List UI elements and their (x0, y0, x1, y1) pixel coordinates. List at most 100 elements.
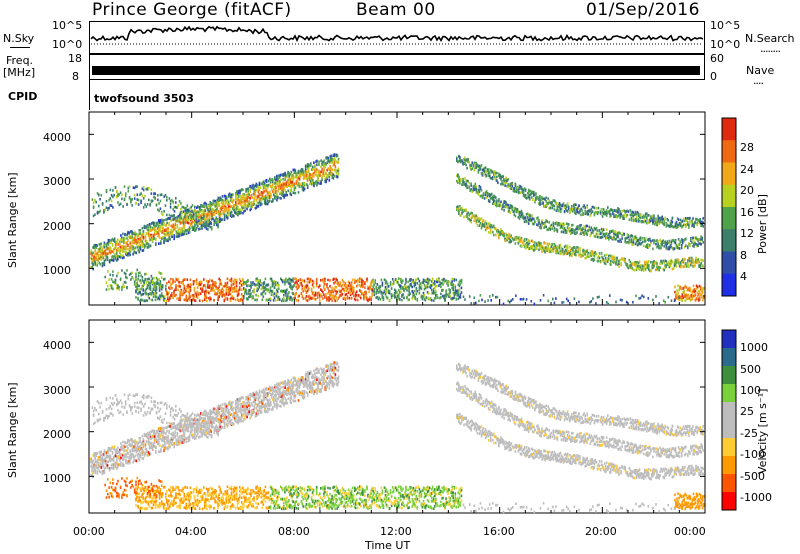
velocity-cell (227, 498, 230, 501)
power-cell (306, 186, 309, 189)
power-cell (141, 298, 143, 302)
power-cell (123, 237, 125, 240)
velocity-cell (151, 407, 154, 411)
power-cell (147, 230, 150, 234)
power-cell (196, 213, 198, 217)
velocity-cell (221, 502, 223, 506)
velocity-cell (304, 372, 307, 376)
power-cell (301, 188, 304, 191)
velocity-cell (300, 393, 303, 396)
velocity-cell (169, 439, 171, 442)
velocity-cell (270, 387, 272, 390)
velocity-cell (204, 498, 206, 502)
velocity-cell (265, 386, 268, 390)
power-cell (307, 167, 310, 170)
velocity-cell (322, 381, 324, 385)
velocity-cell (257, 403, 260, 407)
power-cell (209, 225, 212, 229)
power-cell (236, 194, 238, 197)
velocity-cell (303, 395, 306, 399)
power-cell (166, 221, 168, 225)
nsky-legend-line (10, 47, 30, 48)
power-cell (291, 176, 294, 180)
velocity-cell (162, 486, 165, 489)
velocity-cell (137, 457, 140, 460)
velocity-cell (233, 413, 235, 417)
power-cell (260, 198, 263, 202)
velocity-cell (243, 403, 245, 407)
velocity-cell (142, 441, 145, 445)
power-cell (142, 197, 145, 200)
velocity-cell (100, 459, 103, 463)
power-cell (103, 243, 106, 246)
velocity-cell (208, 499, 210, 503)
power-cell (126, 252, 128, 255)
power-cell (175, 277, 177, 281)
power-cell (97, 254, 100, 257)
power-cell (160, 218, 162, 222)
power-cell (239, 209, 241, 213)
velocity-cell (324, 370, 326, 373)
velocity-cell (307, 378, 310, 381)
power-cell (208, 280, 210, 283)
velocity-cell (104, 462, 107, 465)
velocity-cell (207, 432, 209, 436)
velocity-cell (153, 403, 155, 407)
power-cell (205, 223, 207, 227)
power-cell (327, 167, 329, 170)
velocity-cell (218, 421, 221, 424)
power-cell (156, 278, 159, 282)
velocity-cell (187, 493, 190, 497)
power-cell (316, 168, 318, 171)
power-cell (117, 238, 119, 242)
velocity-cell (138, 458, 141, 462)
velocity-cell (318, 379, 320, 383)
velocity-cell (282, 389, 284, 393)
velocity-cell (224, 404, 227, 408)
power-cell (139, 290, 141, 294)
power-cell (172, 223, 174, 227)
velocity-cell (237, 404, 239, 408)
power-cell (335, 160, 338, 163)
velocity-cell (297, 391, 300, 395)
velocity-cell (323, 382, 325, 386)
power-cell (158, 202, 160, 205)
power-cell (210, 204, 212, 208)
velocity-cell (336, 377, 339, 380)
power-cell (176, 278, 178, 282)
velocity-cell (291, 387, 294, 390)
power-cell (289, 179, 292, 183)
power-cell (182, 289, 184, 293)
power-cell (102, 263, 105, 266)
velocity-cell (145, 447, 148, 451)
velocity-cell (104, 466, 107, 470)
power-cell (187, 208, 190, 212)
power-cell (114, 257, 117, 260)
velocity-cell (118, 463, 120, 466)
power-cell (281, 187, 283, 190)
power-cell (208, 213, 210, 217)
velocity-cell (258, 404, 261, 408)
power-cell (165, 239, 167, 242)
velocity-cell (173, 500, 175, 503)
velocity-cell (171, 443, 173, 446)
velocity-cell (253, 396, 256, 399)
power-cell (262, 186, 265, 189)
power-cell (201, 216, 204, 220)
velocity-cell (120, 456, 122, 460)
power-cell (285, 174, 287, 178)
velocity-cell (302, 397, 305, 400)
velocity-cell (184, 417, 187, 421)
velocity-cell (207, 488, 209, 491)
velocity-cell (96, 452, 98, 455)
power-cell (222, 289, 225, 292)
power-cell (150, 298, 153, 302)
power-cell (149, 292, 152, 295)
power-cell (155, 242, 157, 245)
velocity-cell (320, 378, 322, 382)
velocity-cell (260, 390, 263, 394)
power-cell (171, 292, 173, 295)
velocity-cell (111, 445, 114, 449)
velocity-cell (141, 457, 144, 460)
velocity-cell (224, 417, 227, 421)
